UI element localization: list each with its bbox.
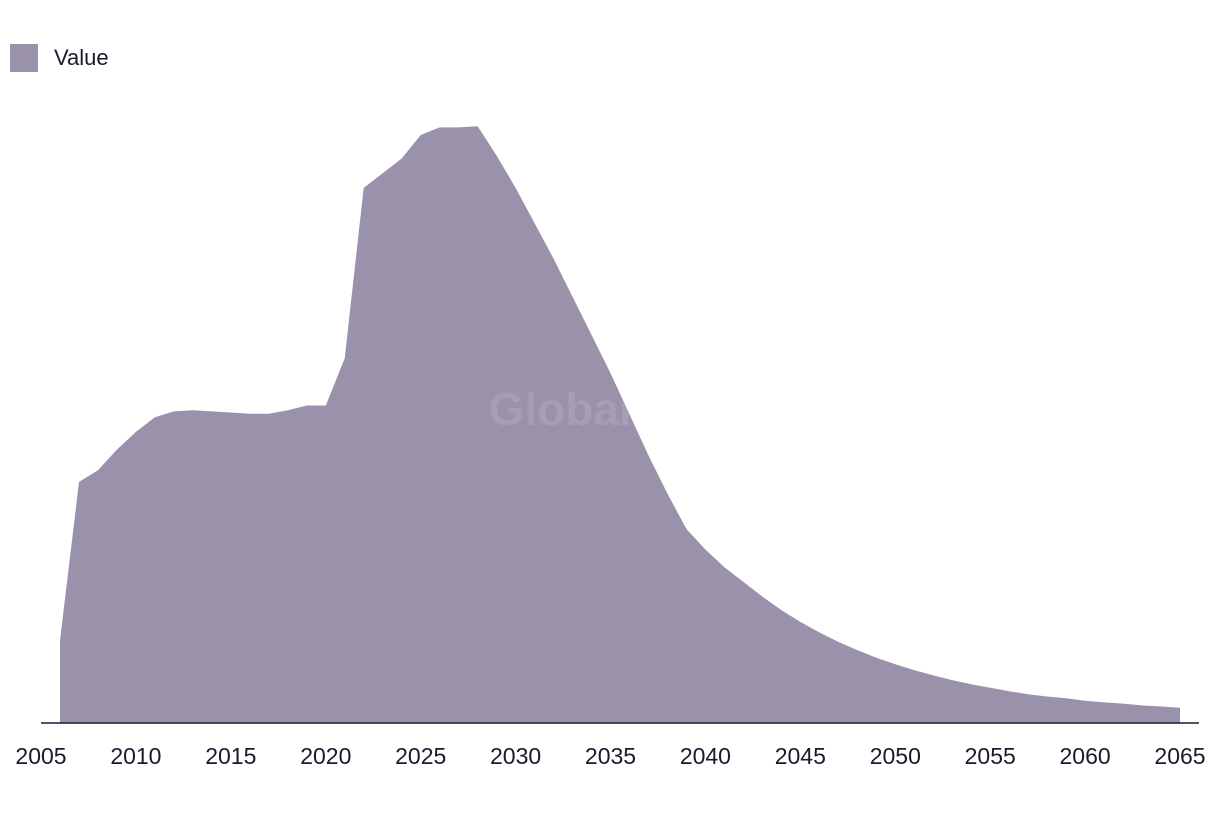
legend-label: Value: [54, 45, 109, 70]
x-tick-label: 2035: [585, 743, 636, 769]
legend: Value: [10, 44, 109, 72]
x-tick-label: 2065: [1154, 743, 1205, 769]
x-tick-label: 2040: [680, 743, 731, 769]
x-tick-label: 2005: [15, 743, 66, 769]
x-tick-label: 2025: [395, 743, 446, 769]
area-series-value: [60, 126, 1180, 723]
legend-swatch: [10, 44, 38, 72]
x-tick-label: 2030: [490, 743, 541, 769]
x-tick-label: 2015: [205, 743, 256, 769]
x-tick-label: 2050: [870, 743, 921, 769]
x-axis-ticks: 2005 2010 2015 2020 2025 2030 2035 2040 2045 2050…: [15, 743, 1205, 769]
area-layer: [60, 126, 1180, 723]
watermark: GlobalData: [489, 383, 732, 435]
x-tick-label: 2055: [965, 743, 1016, 769]
x-tick-label: 2010: [110, 743, 161, 769]
x-tick-label: 2020: [300, 743, 351, 769]
x-tick-label: 2060: [1060, 743, 1111, 769]
x-tick-label: 2045: [775, 743, 826, 769]
